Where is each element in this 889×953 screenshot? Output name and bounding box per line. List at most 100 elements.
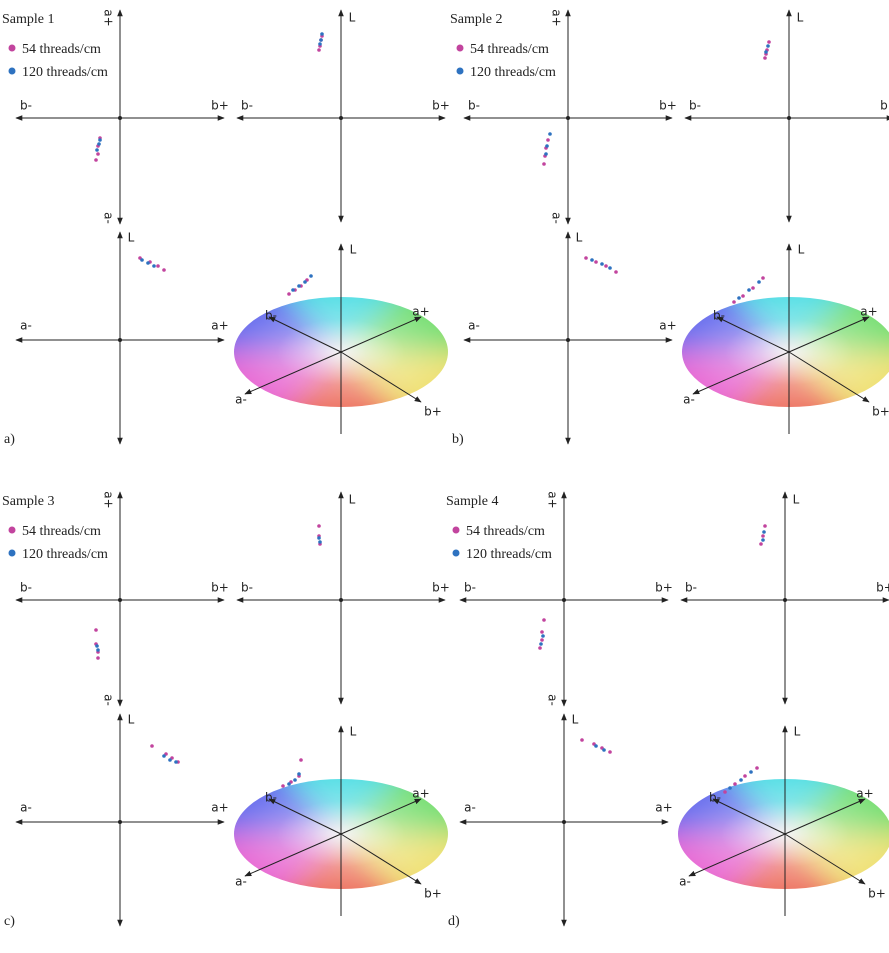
- data-point: [614, 270, 618, 274]
- data-point: [761, 538, 765, 542]
- data-point: [757, 280, 761, 284]
- data-point: [96, 152, 100, 156]
- data-point: [297, 284, 301, 288]
- axis-label: b+: [872, 405, 889, 419]
- legend-label: 54 threads/cm: [466, 524, 545, 539]
- origin: [787, 116, 791, 120]
- data-point: [584, 256, 588, 260]
- axis-label: b+: [868, 887, 886, 901]
- data-point: [763, 524, 767, 528]
- origin: [562, 598, 566, 602]
- data-point: [309, 274, 313, 278]
- axis-label: b+: [432, 581, 450, 595]
- data-point: [156, 264, 160, 268]
- data-point: [539, 642, 543, 646]
- data-point: [95, 148, 99, 152]
- data-point: [767, 40, 771, 44]
- panel-label: d): [448, 914, 460, 929]
- axis-label: a-: [468, 319, 480, 333]
- data-point: [749, 770, 753, 774]
- color-wheel: [589, 248, 889, 456]
- data-point: [94, 158, 98, 162]
- axis-label: a+: [550, 9, 564, 26]
- data-point: [743, 774, 747, 778]
- origin: [118, 116, 122, 120]
- legend-marker: [457, 68, 464, 75]
- data-point: [287, 782, 291, 786]
- axis-label: b-: [265, 791, 277, 805]
- data-point: [764, 50, 768, 54]
- data-point: [545, 144, 549, 148]
- data-point: [546, 138, 550, 142]
- data-point: [766, 44, 770, 48]
- axis-label: b+: [655, 581, 673, 595]
- data-point: [317, 524, 321, 528]
- data-point: [763, 56, 767, 60]
- axis-label: a-: [683, 393, 695, 407]
- data-point: [94, 628, 98, 632]
- data-point: [761, 276, 765, 280]
- data-point: [540, 638, 544, 642]
- origin: [562, 820, 566, 824]
- data-point: [762, 530, 766, 534]
- origin: [118, 598, 122, 602]
- axis-label: a-: [20, 801, 32, 815]
- legend-label: 54 threads/cm: [22, 42, 101, 57]
- data-point: [320, 32, 324, 36]
- axis-label: b-: [709, 791, 721, 805]
- data-point: [751, 286, 755, 290]
- axis-label: b-: [689, 99, 701, 113]
- panel-title: Sample 1: [2, 12, 55, 27]
- legend-label: 120 threads/cm: [22, 65, 108, 80]
- panel-title: Sample 3: [2, 494, 55, 509]
- axis-label: L: [350, 725, 357, 739]
- data-point: [580, 738, 584, 742]
- axis-label: L: [349, 11, 356, 25]
- origin: [339, 598, 343, 602]
- color-ellipse: [589, 248, 889, 456]
- axis-label: a-: [102, 694, 116, 706]
- data-point: [739, 778, 743, 782]
- legend-label: 54 threads/cm: [22, 524, 101, 539]
- axis-label: a-: [20, 319, 32, 333]
- axis-label: a+: [211, 319, 228, 333]
- data-point: [303, 280, 307, 284]
- data-point: [318, 540, 322, 544]
- data-point: [293, 778, 297, 782]
- axis-label: b+: [424, 887, 442, 901]
- data-point: [608, 266, 612, 270]
- legend-label: 120 threads/cm: [470, 65, 556, 80]
- data-point: [594, 260, 598, 264]
- data-point: [150, 744, 154, 748]
- axis-label: b-: [20, 581, 32, 595]
- data-point: [96, 648, 100, 652]
- data-point: [317, 48, 321, 52]
- data-point: [544, 152, 548, 156]
- axis-label: a+: [856, 787, 873, 801]
- data-point: [297, 772, 301, 776]
- data-point: [162, 754, 166, 758]
- axis-label: b-: [464, 581, 476, 595]
- legend-marker: [457, 45, 464, 52]
- axis-label: L: [798, 243, 805, 257]
- data-point: [542, 618, 546, 622]
- legend-label: 120 threads/cm: [22, 547, 108, 562]
- data-point: [174, 760, 178, 764]
- axis-label: b+: [211, 99, 229, 113]
- axis-label: b-: [241, 581, 253, 595]
- axis-label: L: [793, 493, 800, 507]
- data-point: [723, 790, 727, 794]
- axis-label: b+: [659, 99, 677, 113]
- data-point: [538, 646, 542, 650]
- origin: [118, 338, 122, 342]
- data-point: [152, 264, 156, 268]
- data-point: [728, 786, 732, 790]
- origin: [118, 820, 122, 824]
- data-point: [542, 162, 546, 166]
- axis-label: a+: [102, 9, 116, 26]
- axis-label: L: [128, 231, 135, 245]
- axis-label: b-: [685, 581, 697, 595]
- axis-label: L: [797, 11, 804, 25]
- panel: Sample 454 threads/cm120 threads/cmd)b-b…: [446, 491, 889, 938]
- data-point: [291, 288, 295, 292]
